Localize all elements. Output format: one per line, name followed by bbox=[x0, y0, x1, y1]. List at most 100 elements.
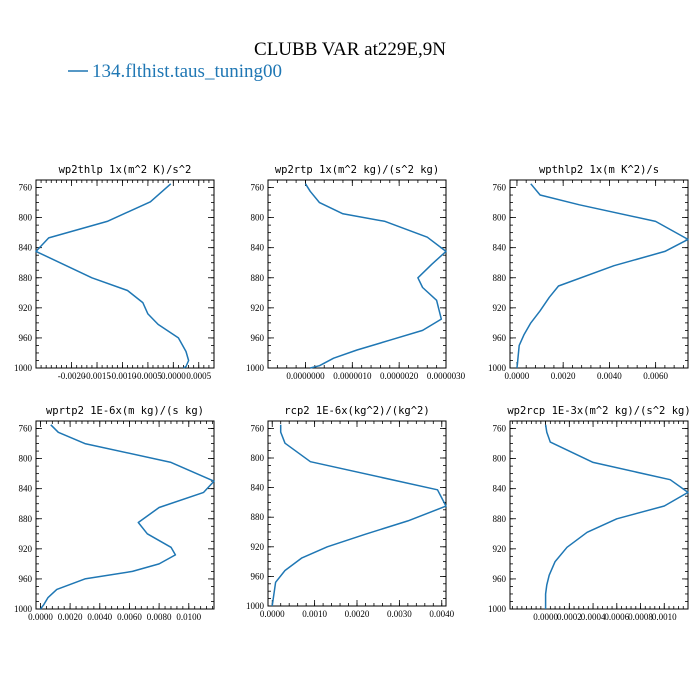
y-tick-label: 920 bbox=[251, 303, 265, 313]
y-tick-label: 840 bbox=[19, 484, 33, 494]
y-tick-label: 1000 bbox=[14, 363, 33, 373]
y-tick-label: 960 bbox=[493, 574, 507, 584]
series-line bbox=[516, 183, 689, 369]
x-tick-label: 0.0030 bbox=[387, 609, 412, 619]
plot-frame bbox=[267, 179, 447, 369]
y-tick-label: 960 bbox=[251, 333, 265, 343]
x-tick-label: 0.0006 bbox=[604, 612, 629, 622]
plot-frame bbox=[509, 179, 689, 369]
y-tick-label: 880 bbox=[493, 273, 507, 283]
y-tick-label: 960 bbox=[493, 333, 507, 343]
y-tick-label: 800 bbox=[251, 453, 265, 463]
y-tick-label: 840 bbox=[251, 483, 265, 493]
panel-title: rcp2 1E-6x(kg^2)/(kg^2) bbox=[284, 405, 429, 417]
x-tick-label: 0.0004 bbox=[581, 612, 606, 622]
y-tick-label: 840 bbox=[19, 243, 33, 253]
panel-title: wpthlp2 1x(m K^2)/s bbox=[539, 164, 659, 176]
y-tick-label: 760 bbox=[251, 183, 265, 193]
x-tick-label: 0.0040 bbox=[597, 371, 622, 381]
y-tick-label: 880 bbox=[251, 273, 265, 283]
y-tick-label: 800 bbox=[493, 454, 507, 464]
x-tick-label: 0.0010 bbox=[302, 609, 327, 619]
y-tick-label: 760 bbox=[493, 424, 507, 434]
x-tick-label: 0.0000 bbox=[161, 371, 186, 381]
x-tick-label: -0.0005 bbox=[134, 371, 162, 381]
x-tick-label: 0.0000000 bbox=[286, 371, 325, 381]
x-tick-label: 0.0000020 bbox=[380, 371, 419, 381]
y-tick-label: 960 bbox=[19, 333, 33, 343]
x-tick-label: -0.0010 bbox=[109, 371, 137, 381]
y-tick-label: 800 bbox=[19, 213, 33, 223]
plot-frame bbox=[35, 420, 215, 610]
y-tick-label: 920 bbox=[493, 303, 507, 313]
panel-2: wp2rtp 1x(m^2 kg)/(s^2 kg) 760 800 840 880 92… bbox=[246, 164, 466, 381]
x-tick-label: -0.0015 bbox=[83, 371, 111, 381]
y-tick-label: 960 bbox=[251, 571, 265, 581]
x-tick-label: 0.0060 bbox=[643, 371, 668, 381]
x-tick-label: 0.0008 bbox=[628, 612, 653, 622]
legend-label: 134.flthist.taus_tuning00 bbox=[92, 61, 282, 82]
plot-frame bbox=[509, 420, 689, 610]
x-tick-label: 0.0002 bbox=[557, 612, 582, 622]
x-tick-label: 0.0000 bbox=[260, 609, 285, 619]
y-tick-label: 880 bbox=[251, 512, 265, 522]
panel-title: wp2rcp 1E-3x(m^2 kg)/(s^2 kg) bbox=[507, 405, 690, 417]
y-tick-label: 840 bbox=[251, 243, 265, 253]
x-tick-label: 0.0060 bbox=[117, 612, 142, 622]
y-tick-label: 1000 bbox=[246, 601, 265, 611]
y-tick-label: 840 bbox=[493, 243, 507, 253]
panel-title: wp2thlp 1x(m^2 K)/s^2 bbox=[59, 164, 192, 176]
y-tick-label: 920 bbox=[19, 544, 33, 554]
x-tick-label: -0.0020 bbox=[58, 371, 86, 381]
y-tick-label: 840 bbox=[493, 484, 507, 494]
y-tick-label: 1000 bbox=[488, 363, 507, 373]
x-tick-label: 0.0000 bbox=[533, 612, 558, 622]
panel-5: rcp2 1E-6x(kg^2)/(kg^2) 760 800 840 880 920 96… bbox=[246, 405, 455, 619]
plot-frame bbox=[35, 179, 215, 369]
panel-3: wpthlp2 1x(m K^2)/s 760 800 840 880 920 960 100… bbox=[488, 164, 689, 381]
y-tick-label: 800 bbox=[251, 213, 265, 223]
x-tick-label: 0.0040 bbox=[429, 609, 454, 619]
x-tick-label: 0.0000 bbox=[505, 371, 530, 381]
x-tick-label: 0.0100 bbox=[176, 612, 201, 622]
y-tick-label: 760 bbox=[19, 183, 33, 193]
x-tick-label: 0.0020 bbox=[345, 609, 370, 619]
x-tick-label: 0.0000010 bbox=[333, 371, 372, 381]
x-tick-label: 0.0000030 bbox=[427, 371, 466, 381]
x-tick-label: 0.0020 bbox=[551, 371, 576, 381]
y-tick-label: 920 bbox=[251, 542, 265, 552]
x-tick-label: 0.0040 bbox=[87, 612, 112, 622]
y-tick-label: 760 bbox=[493, 183, 507, 193]
y-tick-label: 880 bbox=[19, 273, 33, 283]
y-tick-label: 760 bbox=[251, 423, 265, 433]
y-tick-label: 1000 bbox=[488, 604, 507, 614]
y-tick-label: 920 bbox=[493, 544, 507, 554]
x-tick-label: 0.0080 bbox=[147, 612, 172, 622]
x-tick-label: 0.0005 bbox=[186, 371, 211, 381]
y-tick-label: 1000 bbox=[246, 363, 265, 373]
plot-frame bbox=[267, 420, 447, 607]
y-tick-label: 1000 bbox=[14, 604, 33, 614]
y-tick-label: 960 bbox=[19, 574, 33, 584]
panel-title: wp2rtp 1x(m^2 kg)/(s^2 kg) bbox=[275, 164, 439, 176]
y-tick-label: 800 bbox=[19, 454, 33, 464]
y-tick-label: 800 bbox=[493, 213, 507, 223]
series-line bbox=[304, 183, 447, 369]
series-line bbox=[271, 424, 447, 607]
panel-6: wp2rcp 1E-3x(m^2 kg)/(s^2 kg)760 800 840 88… bbox=[488, 405, 691, 622]
panel-title: wprtp2 1E-6x(m kg)/(s kg) bbox=[46, 405, 204, 417]
y-tick-label: 880 bbox=[19, 514, 33, 524]
x-tick-label: 0.0010 bbox=[652, 612, 677, 622]
y-tick-label: 880 bbox=[493, 514, 507, 524]
figure-title: CLUBB VAR at229E,9N bbox=[254, 39, 446, 60]
x-tick-label: 0.0020 bbox=[58, 612, 83, 622]
series-line bbox=[544, 424, 689, 609]
panel-4: wprtp2 1E-6x(m kg)/(s kg) 760 800 840 880 920… bbox=[14, 405, 215, 622]
series-line bbox=[39, 424, 215, 610]
panel-1: wp2thlp 1x(m^2 K)/s^2 760 800 840 880 920 960 1… bbox=[14, 164, 215, 381]
y-tick-label: 920 bbox=[19, 303, 33, 313]
x-tick-label: 0.0000 bbox=[28, 612, 53, 622]
y-tick-label: 760 bbox=[19, 424, 33, 434]
series-line bbox=[35, 183, 190, 369]
